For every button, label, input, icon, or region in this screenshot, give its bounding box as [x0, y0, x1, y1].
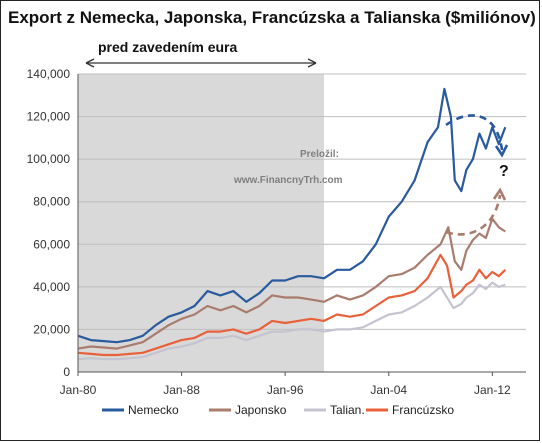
forecast-arrow-blue — [445, 114, 504, 151]
series-line-2 — [77, 281, 506, 361]
pre-euro-shaded-region — [78, 74, 325, 372]
background-layer — [78, 74, 325, 372]
x-tick-label: Jan-12 — [474, 383, 511, 397]
x-tick-label: Jan-96 — [267, 383, 304, 397]
chart-title: Export z Nemecka, Japonska, Francúzska a… — [8, 8, 536, 27]
forecast-arrow-brown — [445, 194, 502, 236]
forecast-arrow-blue-head — [494, 144, 509, 158]
site-label: www.FinancnyTrh.com — [233, 175, 343, 186]
translated-label: Preložil: — [300, 149, 339, 160]
y-tick-label: 80,000 — [33, 195, 70, 209]
y-tick-label: 100,000 — [27, 152, 71, 166]
question-mark: ? — [499, 163, 509, 180]
annotation-layer: pred zavedením eura Preložil: www.Financny… — [85, 39, 509, 236]
y-tick-label: 120,000 — [27, 110, 71, 124]
x-tick-label: Jan-04 — [370, 383, 407, 397]
legend-label-2: Talian. — [330, 403, 365, 417]
y-tick-label: 60,000 — [33, 237, 70, 251]
x-tick-label: Jan-80 — [60, 383, 97, 397]
euro-region-label: pred zavedením eura — [98, 39, 237, 55]
legend-layer: Nemecko Japonsko Talian. Francúzsko — [102, 403, 454, 417]
euro-arrow-head-left — [85, 58, 95, 68]
axis-layer: 0 20,000 40,000 60,000 80,000 100,000 120,000 1… — [27, 67, 526, 397]
y-tick-label: 0 — [63, 365, 70, 379]
series-layer — [77, 87, 507, 361]
forecast-arrow-brown-head — [492, 187, 507, 201]
series-line-3 — [77, 253, 507, 357]
y-tick-label: 140,000 — [27, 67, 71, 81]
series-line-1 — [77, 217, 506, 350]
euro-arrow-head-right — [307, 58, 317, 68]
legend-label-0: Nemecko — [128, 403, 179, 417]
y-tick-label: 20,000 — [33, 322, 70, 336]
series-line-0 — [77, 87, 507, 344]
x-tick-label: Jan-88 — [163, 383, 200, 397]
legend-label-1: Japonsko — [235, 403, 287, 417]
legend-label-3: Francúzsko — [392, 403, 454, 417]
y-tick-label: 40,000 — [33, 280, 70, 294]
